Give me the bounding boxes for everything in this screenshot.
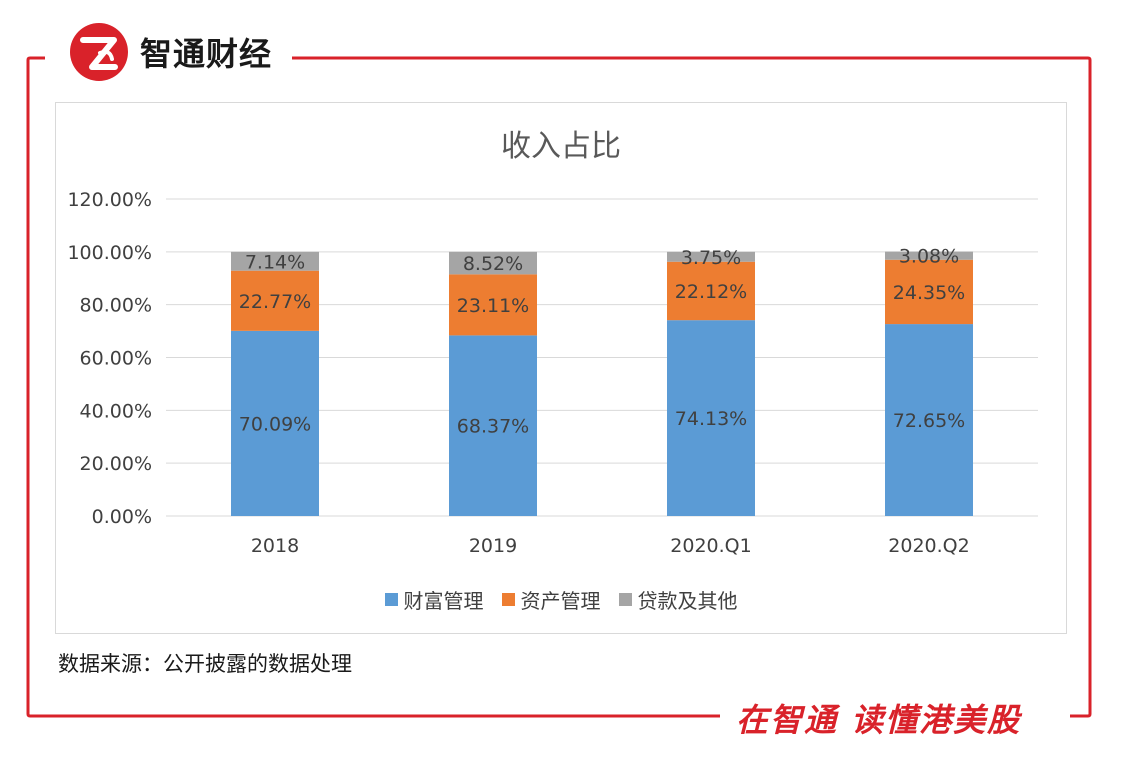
y-tick-label: 20.00% bbox=[80, 453, 152, 475]
data-source-note: 数据来源：公开披露的数据处理 bbox=[58, 652, 352, 676]
legend-swatch-asset bbox=[501, 593, 515, 606]
x-tick-label: 2020.Q1 bbox=[670, 535, 751, 557]
chart-container: 0.00% 20.00% 40.00% 60.00% 80.00% 100.00% 120.… bbox=[55, 102, 1067, 634]
data-label: 7.14% bbox=[245, 251, 305, 273]
data-label: 23.11% bbox=[457, 295, 529, 317]
slogan: 在智通 读懂港美股 bbox=[728, 695, 1030, 741]
bar-asset bbox=[231, 270, 319, 331]
frame-border-top-right bbox=[292, 56, 1092, 718]
y-tick-label: 100.00% bbox=[67, 242, 152, 264]
bar-wealth bbox=[667, 320, 755, 516]
legend-item-loan: 贷款及其他 bbox=[618, 585, 738, 614]
x-tick-label: 2020.Q2 bbox=[888, 535, 969, 557]
chart-plot: 0.00% 20.00% 40.00% 60.00% 80.00% 100.00% 120.… bbox=[67, 189, 1038, 557]
data-label: 3.08% bbox=[899, 246, 959, 268]
data-label: 22.77% bbox=[239, 291, 311, 313]
legend-item-wealth: 财富管理 bbox=[384, 585, 484, 614]
legend-item-asset: 资产管理 bbox=[501, 585, 601, 614]
data-label: 22.12% bbox=[675, 281, 747, 303]
frame-border bbox=[26, 56, 720, 718]
bar-wealth bbox=[885, 324, 973, 516]
data-label: 24.35% bbox=[893, 282, 965, 304]
data-label: 3.75% bbox=[681, 247, 741, 269]
bar-loan bbox=[885, 251, 973, 260]
y-tick-label: 40.00% bbox=[80, 400, 152, 422]
chart-legend: 财富管理 资产管理 贷款及其他 bbox=[56, 585, 1066, 614]
chart-title: 收入占比 bbox=[501, 129, 621, 164]
y-tick-label: 60.00% bbox=[80, 348, 152, 370]
data-label: 8.52% bbox=[463, 253, 523, 275]
x-tick-label: 2019 bbox=[469, 535, 517, 557]
x-tick-label: 2018 bbox=[251, 535, 299, 557]
bar-loan bbox=[449, 251, 537, 275]
data-label: 68.37% bbox=[457, 416, 529, 438]
y-tick-label: 120.00% bbox=[67, 189, 152, 211]
bar-loan bbox=[667, 251, 755, 262]
y-tick-label: 80.00% bbox=[80, 295, 152, 317]
legend-swatch-wealth bbox=[384, 593, 398, 606]
bar-asset bbox=[885, 259, 973, 325]
data-label: 70.09% bbox=[239, 413, 311, 435]
brand-name: 智通财经 bbox=[140, 35, 273, 73]
data-label: 74.13% bbox=[675, 408, 747, 430]
legend-swatch-loan bbox=[618, 593, 632, 606]
data-label: 72.65% bbox=[893, 410, 965, 432]
bar-asset bbox=[667, 261, 755, 321]
bar-wealth bbox=[231, 330, 319, 516]
bar-loan bbox=[231, 251, 319, 271]
legend-label-loan: 贷款及其他 bbox=[637, 589, 738, 613]
bar-asset bbox=[449, 274, 537, 336]
y-tick-label: 0.00% bbox=[92, 506, 152, 528]
brand-logo-icon bbox=[70, 23, 128, 81]
legend-label-wealth: 财富管理 bbox=[403, 589, 484, 613]
bar-wealth bbox=[449, 335, 537, 516]
brand-header: 智通财经 bbox=[70, 22, 283, 82]
legend-label-asset: 资产管理 bbox=[520, 589, 601, 613]
